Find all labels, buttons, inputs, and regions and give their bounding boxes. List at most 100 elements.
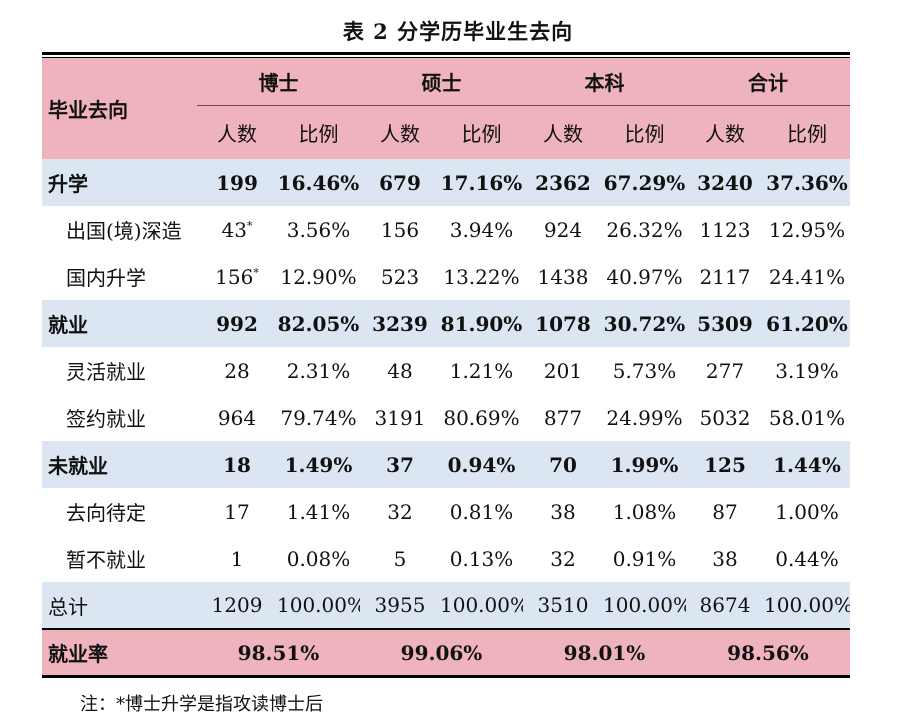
count-cell: 17 — [224, 499, 250, 524]
ratio-cell: 40.97% — [606, 264, 683, 289]
ratio-cell: 24.41% — [768, 264, 846, 289]
group-header-phd: 博士 — [197, 58, 360, 106]
count-cell: 2117 — [699, 264, 751, 289]
count-cell: 38 — [712, 546, 738, 571]
ratio-cell: 1.44% — [764, 441, 850, 488]
count-cell: 277 — [705, 358, 745, 383]
table-row: 升学 199 16.46% 679 17.16% 2362 67.29% 3240 37.36% — [42, 159, 850, 206]
table-footnote: 注：*博士升学是指攻读博士后 — [80, 694, 323, 715]
ratio-cell: 100.00% — [764, 582, 850, 629]
count-cell: 38 — [550, 499, 576, 524]
count-cell: 5309 — [686, 300, 764, 347]
employment-rate-label: 就业率 — [42, 628, 197, 675]
ratio-cell: 3.56% — [286, 217, 351, 242]
group-header-bachelor: 本科 — [523, 58, 686, 106]
table-title: 表 2 分学历毕业生去向 — [342, 19, 574, 44]
employment-rate-master: 99.06% — [360, 628, 523, 675]
ratio-cell: 0.94% — [440, 441, 523, 488]
table-row: 就业 992 82.05% 3239 81.90% 1078 30.72% 5309 61.20… — [42, 300, 850, 347]
subheader-count: 人数 — [197, 105, 277, 159]
count-cell: 201 — [543, 358, 583, 383]
subheader-count: 人数 — [686, 105, 764, 159]
ratio-cell: 61.20% — [764, 300, 850, 347]
row-label: 暂不就业 — [66, 548, 146, 572]
group-header-total: 合计 — [686, 58, 850, 106]
ratio-cell: 0.08% — [286, 546, 351, 571]
subheader-ratio: 比例 — [603, 105, 686, 159]
row-label: 就业 — [42, 300, 197, 347]
ratio-cell: 58.01% — [768, 405, 846, 430]
count-cell: 1123 — [699, 217, 751, 242]
count-cell: 3510 — [523, 582, 603, 629]
table-row: 暂不就业 1 0.08% 5 0.13% 32 0.91% 38 0.44% — [42, 535, 850, 582]
row-label: 国内升学 — [66, 266, 146, 290]
ratio-cell: 81.90% — [440, 300, 523, 347]
table-body: 毕业去向 博士 硕士 本科 合计 人数 比例 人数 比例 人数 比例 人数 比例 — [42, 58, 850, 159]
data-rows: 升学 199 16.46% 679 17.16% 2362 67.29% 3240 37.36%… — [42, 159, 850, 629]
count-cell: 3191 — [374, 405, 426, 430]
header-row-subcolumns: 人数 比例 人数 比例 人数 比例 人数 比例 — [42, 105, 850, 159]
count-cell: 87 — [712, 499, 738, 524]
ratio-cell: 2.31% — [286, 358, 351, 383]
count-cell: 70 — [523, 441, 603, 488]
ratio-cell: 12.90% — [280, 264, 357, 289]
count-cell: 37 — [360, 441, 440, 488]
ratio-cell: 26.32% — [606, 217, 683, 242]
count-cell: 32 — [550, 546, 576, 571]
count-cell: 924 — [543, 217, 583, 242]
ratio-cell: 1.00% — [775, 499, 839, 524]
ratio-cell: 100.00% — [440, 582, 523, 629]
count-cell: 679 — [360, 159, 440, 206]
ratio-cell: 79.74% — [280, 405, 357, 430]
subheader-count: 人数 — [360, 105, 440, 159]
count-cell: 28 — [224, 358, 250, 383]
table-row: 国内升学 156* 12.90% 523 13.22% 1438 40.97% 2117 24.… — [42, 253, 850, 300]
ratio-cell: 100.00% — [603, 582, 686, 629]
row-label: 总计 — [42, 582, 197, 629]
count-cell: 3240 — [686, 159, 764, 206]
top-rule-thin — [42, 57, 850, 58]
ratio-cell: 0.91% — [612, 546, 677, 571]
row-header-label: 毕业去向 — [42, 58, 197, 159]
group-header-master: 硕士 — [360, 58, 523, 106]
count-cell: 3955 — [360, 582, 440, 629]
table-row: 签约就业 964 79.74% 3191 80.69% 877 24.99% 5032 58.0… — [42, 394, 850, 441]
employment-rate-row: 就业率 98.51% 99.06% 98.01% 98.56% — [42, 628, 850, 675]
table-row: 出国(境)深造 43* 3.56% 156 3.94% 924 26.32% 1123 12.9… — [42, 206, 850, 253]
ratio-cell: 3.94% — [449, 217, 514, 242]
row-label: 未就业 — [42, 441, 197, 488]
ratio-cell: 24.99% — [606, 405, 683, 430]
top-rule — [42, 52, 850, 55]
ratio-cell: 0.44% — [775, 546, 839, 571]
employment-rate-section: 就业率 98.51% 99.06% 98.01% 98.56% — [42, 628, 850, 675]
row-label: 去向待定 — [66, 501, 146, 525]
count-value: 43 — [221, 217, 247, 242]
ratio-cell: 1.08% — [612, 499, 677, 524]
ratio-cell: 17.16% — [440, 159, 523, 206]
subheader-ratio: 比例 — [764, 105, 850, 159]
ratio-cell: 82.05% — [277, 300, 360, 347]
table-row: 去向待定 17 1.41% 32 0.81% 38 1.08% 87 1.00% — [42, 488, 850, 535]
table-row: 总计 1209 100.00% 3955 100.00% 3510 100.00% 8674 1… — [42, 582, 850, 629]
count-cell: 877 — [543, 405, 583, 430]
ratio-cell: 1.41% — [286, 499, 351, 524]
ratio-cell: 0.13% — [449, 546, 514, 571]
graduate-destination-table: 毕业去向 博士 硕士 本科 合计 人数 比例 人数 比例 人数 比例 人数 比例… — [42, 52, 850, 678]
count-cell: 32 — [387, 499, 413, 524]
header-row-groups: 毕业去向 博士 硕士 本科 合计 — [42, 58, 850, 159]
row-label: 灵活就业 — [66, 360, 146, 384]
subheader-ratio: 比例 — [277, 105, 360, 159]
row-label: 出国(境)深造 — [66, 219, 182, 243]
count-cell: 964 — [217, 405, 257, 430]
count-cell: 1438 — [537, 264, 589, 289]
ratio-cell: 1.49% — [277, 441, 360, 488]
count-cell: 125 — [686, 441, 764, 488]
count-cell: 43* — [197, 206, 277, 253]
footnote-mark: * — [253, 265, 259, 279]
count-cell: 2362 — [523, 159, 603, 206]
count-cell: 1 — [230, 546, 244, 571]
count-cell: 199 — [197, 159, 277, 206]
ratio-cell: 3.19% — [775, 358, 839, 383]
row-label: 签约就业 — [66, 407, 146, 431]
ratio-cell: 1.21% — [449, 358, 514, 383]
